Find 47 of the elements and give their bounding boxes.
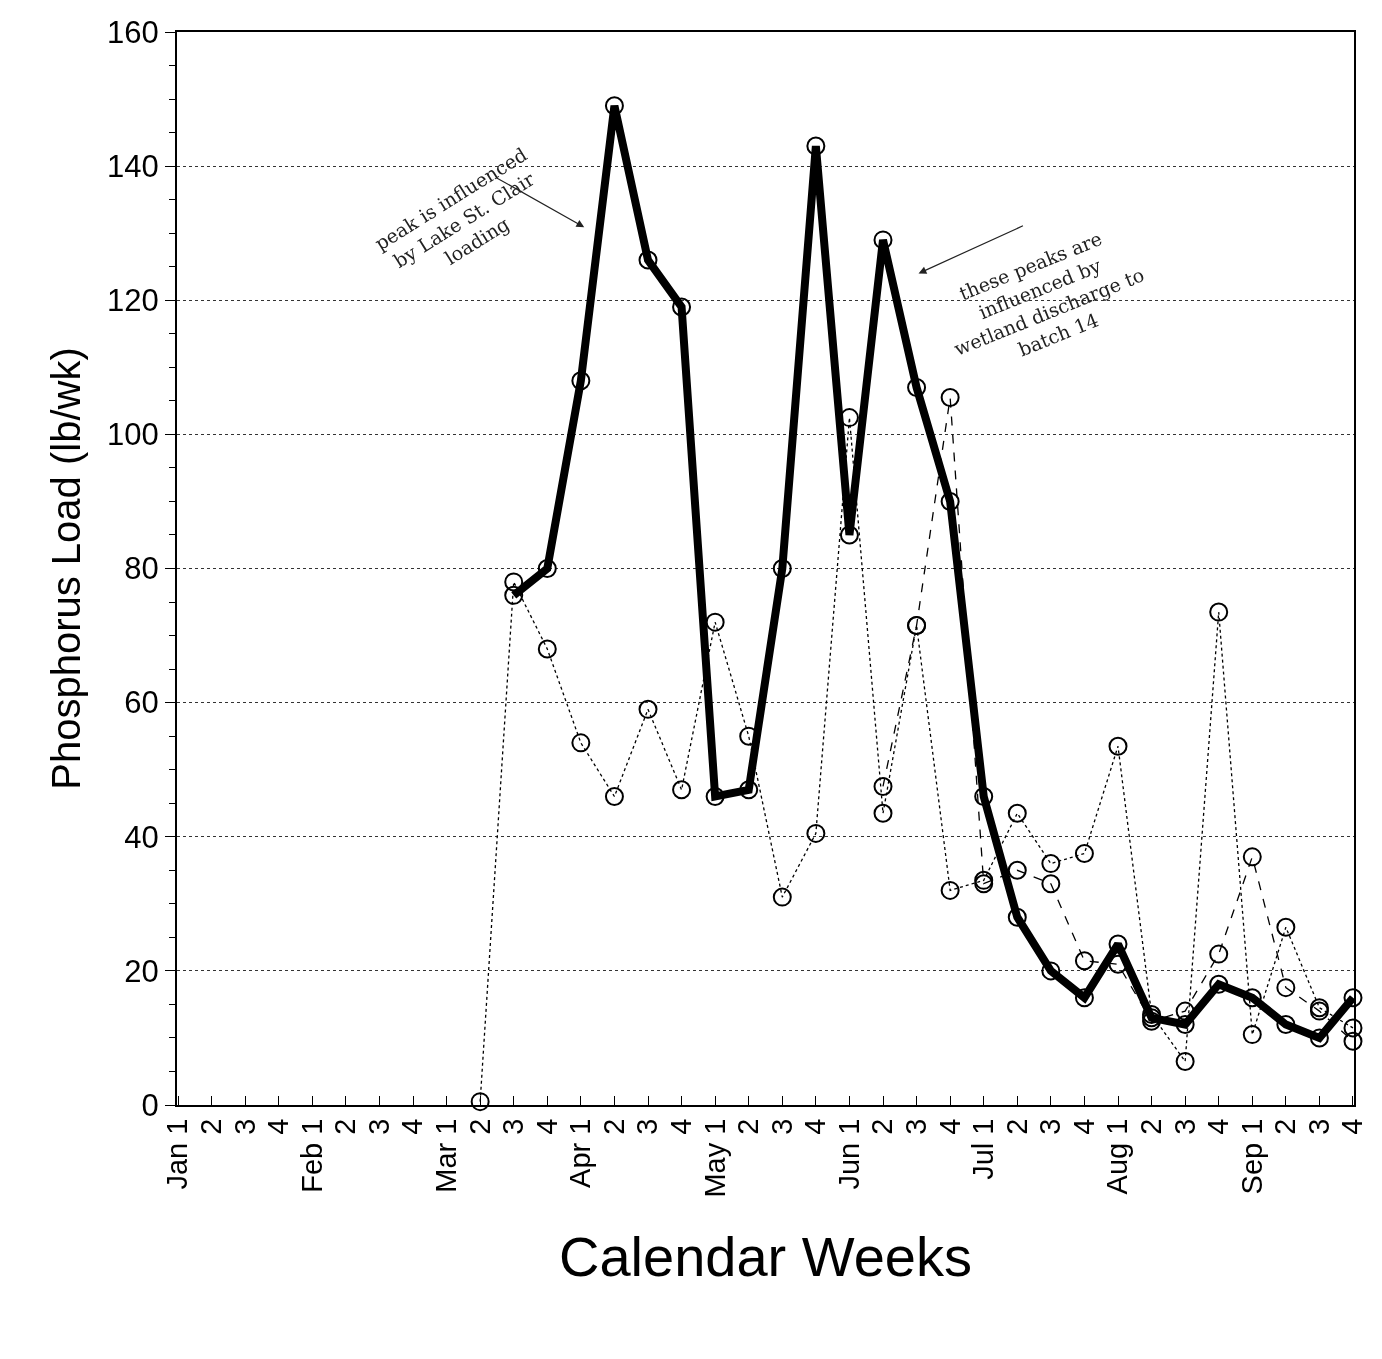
x-tick-label: 2 — [1000, 1118, 1033, 1135]
y-tick-label: 160 — [107, 14, 159, 50]
x-tick-label: Jan 1 — [161, 1118, 194, 1190]
x-tick-label: 2 — [329, 1118, 362, 1135]
x-tick-label: 2 — [866, 1118, 899, 1135]
x-tick-label: 3 — [228, 1118, 261, 1135]
x-tick-label: 4 — [1202, 1118, 1235, 1135]
x-tick-label: 2 — [732, 1118, 765, 1135]
y-tick-label: 20 — [124, 953, 159, 989]
x-tick-label: 2 — [597, 1118, 630, 1135]
x-tick-label: Feb 1 — [295, 1118, 328, 1193]
x-tick-label: 3 — [362, 1118, 395, 1135]
y-tick-label: 140 — [107, 148, 159, 184]
x-tick-label: 2 — [1134, 1118, 1167, 1135]
x-tick-label: 3 — [497, 1118, 530, 1135]
x-tick-label: 4 — [262, 1118, 295, 1135]
x-tick-label: 3 — [1302, 1118, 1335, 1135]
y-axis-title: Phosphorus Load (lb/wk) — [44, 347, 89, 790]
x-tick-label: 2 — [463, 1118, 496, 1135]
x-tick-label: 3 — [1034, 1118, 1067, 1135]
y-tick-label: 100 — [107, 417, 159, 453]
y-tick-label: 40 — [124, 819, 159, 855]
x-tick-label: 4 — [396, 1118, 429, 1135]
x-tick-label: Jul 1 — [967, 1118, 1000, 1180]
x-tick-label: 4 — [1336, 1118, 1369, 1135]
x-tick-label: 4 — [530, 1118, 563, 1135]
x-tick-label: 4 — [1067, 1118, 1100, 1135]
x-tick-label: Mar 1 — [430, 1118, 462, 1193]
y-tick-label: 80 — [124, 551, 159, 587]
x-tick-label: Aug 1 — [1101, 1118, 1134, 1195]
x-tick-label: 3 — [765, 1118, 798, 1135]
x-tick-label: 4 — [933, 1118, 966, 1135]
y-tick-label: 0 — [141, 1087, 159, 1123]
x-tick-label: 3 — [631, 1118, 664, 1135]
y-tick-label: 60 — [124, 685, 159, 721]
x-tick-label: May 1 — [698, 1118, 731, 1198]
x-tick-label: 4 — [664, 1118, 697, 1135]
x-tick-label: Apr 1 — [564, 1118, 597, 1188]
x-axis-title: Calendar Weeks — [559, 1224, 972, 1288]
x-tick-label: 2 — [1269, 1118, 1302, 1135]
x-tick-label: 4 — [799, 1118, 832, 1135]
x-tick-label: 2 — [195, 1118, 228, 1135]
x-tick-label: Sep 1 — [1235, 1118, 1268, 1195]
x-tick-label: 3 — [899, 1118, 932, 1135]
y-tick-label: 120 — [107, 283, 159, 319]
x-tick-label: Jun 1 — [832, 1118, 865, 1190]
x-tick-label: 3 — [1168, 1118, 1201, 1135]
